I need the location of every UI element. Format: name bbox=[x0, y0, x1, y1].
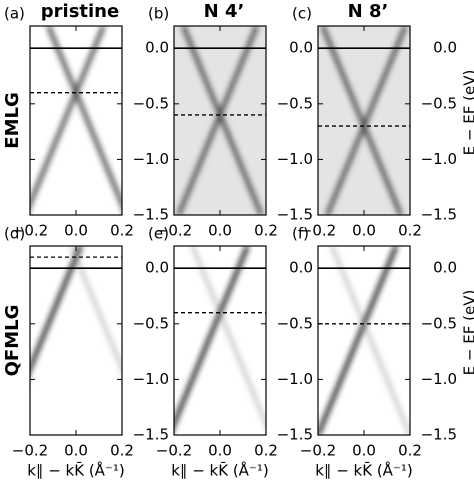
x-axis-label: k∥ − kK̄ (Å⁻¹) bbox=[27, 461, 124, 480]
y-tick-label: −1.0 bbox=[133, 370, 169, 388]
panel-background bbox=[30, 26, 122, 215]
x-tick-label: −0.2 bbox=[156, 442, 192, 460]
x-tick-label: 0.2 bbox=[398, 222, 422, 240]
y-tick-label: −1.0 bbox=[133, 150, 169, 168]
bands bbox=[176, 26, 264, 215]
x-tick-label: 0.0 bbox=[352, 222, 376, 240]
x-tick-label: 0.2 bbox=[398, 442, 422, 460]
y-tick-label: −0.5 bbox=[277, 94, 313, 112]
x-tick-label: 0.2 bbox=[254, 442, 278, 460]
panel: −0.2 0.0 0.2 0.0 −0.5 −1.0 −1.5 (d) QFMLG k∥ − kK… bbox=[2, 225, 169, 480]
band bbox=[69, 246, 122, 374]
band bbox=[46, 26, 122, 211]
x-tick-label: 0.0 bbox=[208, 222, 232, 240]
panel-label: (e) bbox=[148, 225, 169, 243]
y-axis-label: E − EF (eV) bbox=[461, 290, 474, 376]
x-tick-label: −0.2 bbox=[300, 222, 336, 240]
x-axis-label: k∥ − kK̄ (Å⁻¹) bbox=[171, 461, 268, 480]
band bbox=[320, 26, 404, 215]
column-title: N 8’ bbox=[348, 1, 389, 22]
panel: −0.2 0.0 0.2 0.0 −0.5 −1.0 −1.5 (b) N 4’ bbox=[148, 1, 313, 240]
band bbox=[176, 26, 260, 215]
y-axis-label: E − EF (eV) bbox=[461, 70, 474, 156]
panel-label: (c) bbox=[292, 5, 312, 23]
y-tick-label: −1.5 bbox=[277, 426, 313, 444]
panel-background bbox=[30, 246, 122, 435]
row-label: EMLG bbox=[2, 92, 23, 148]
x-tick-label: 0.0 bbox=[352, 442, 376, 460]
band bbox=[180, 26, 264, 215]
x-tick-label: 0.0 bbox=[64, 442, 88, 460]
panel-label: (d) bbox=[4, 225, 25, 243]
x-tick-label: 0.2 bbox=[110, 442, 134, 460]
band bbox=[324, 26, 408, 215]
y-tick-label: −0.5 bbox=[277, 314, 313, 332]
panel-label: (a) bbox=[4, 5, 25, 23]
panel: −0.2 0.0 0.2 0.0 −0.5 −1.0 −1.5 (a) pristine EMLG bbox=[2, 1, 169, 240]
x-tick-label: −0.2 bbox=[12, 442, 48, 460]
panel-background bbox=[174, 246, 266, 435]
y-tick-label: 0.0 bbox=[145, 259, 169, 277]
bands bbox=[30, 26, 122, 211]
panel: −0.2 0.0 0.2 0.0 −0.5 −1.0 −1.5 (c) N 8’ E − EF (… bbox=[292, 1, 474, 240]
x-tick-label: −0.2 bbox=[300, 442, 336, 460]
y-tick-label: −1.5 bbox=[133, 426, 169, 444]
y-tick-label: −1.5 bbox=[277, 206, 313, 224]
y-tick-label: −0.5 bbox=[421, 314, 457, 332]
band bbox=[329, 246, 410, 435]
y-tick-label: −1.0 bbox=[277, 150, 313, 168]
y-tick-label: −1.5 bbox=[133, 206, 169, 224]
column-title: pristine bbox=[41, 1, 119, 22]
band bbox=[174, 246, 250, 431]
column-title: N 4’ bbox=[204, 1, 245, 22]
bands bbox=[174, 246, 266, 431]
y-tick-label: 0.0 bbox=[145, 39, 169, 57]
y-tick-label: −1.0 bbox=[421, 370, 457, 388]
y-tick-label: 0.0 bbox=[433, 39, 457, 57]
band bbox=[190, 246, 266, 430]
y-tick-label: −0.5 bbox=[133, 94, 169, 112]
y-tick-label: −1.5 bbox=[421, 426, 457, 444]
bands bbox=[30, 246, 122, 375]
x-tick-label: 0.2 bbox=[254, 222, 278, 240]
x-tick-label: −0.2 bbox=[156, 222, 192, 240]
row-label: QFMLG bbox=[2, 305, 23, 377]
y-tick-label: 0.0 bbox=[289, 39, 313, 57]
y-tick-label: −1.5 bbox=[421, 206, 457, 224]
y-tick-label: 0.0 bbox=[433, 259, 457, 277]
panel: −0.2 0.0 0.2 0.0 −0.5 −1.0 −1.5 (e) k∥ − kK̄ (Å⁻… bbox=[148, 225, 313, 480]
panel-label: (f) bbox=[292, 225, 309, 243]
x-tick-label: 0.0 bbox=[64, 222, 88, 240]
panel: −0.2 0.0 0.2 0.0 −0.5 −1.0 −1.5 (f) k∥ − kK̄ (Å⁻… bbox=[292, 225, 474, 480]
x-axis-label: k∥ − kK̄ (Å⁻¹) bbox=[315, 461, 412, 480]
y-tick-label: −1.0 bbox=[277, 370, 313, 388]
x-tick-label: 0.2 bbox=[110, 222, 134, 240]
y-tick-label: −0.5 bbox=[133, 314, 169, 332]
x-tick-label: 0.0 bbox=[208, 442, 232, 460]
panel-label: (b) bbox=[148, 5, 169, 23]
y-tick-label: 0.0 bbox=[289, 259, 313, 277]
y-tick-label: −1.0 bbox=[421, 150, 457, 168]
bands bbox=[320, 26, 408, 215]
band bbox=[30, 26, 106, 211]
band bbox=[318, 246, 399, 435]
bands bbox=[318, 246, 410, 435]
y-tick-label: −0.5 bbox=[421, 94, 457, 112]
x-tick-label: −0.2 bbox=[12, 222, 48, 240]
band bbox=[30, 246, 83, 375]
